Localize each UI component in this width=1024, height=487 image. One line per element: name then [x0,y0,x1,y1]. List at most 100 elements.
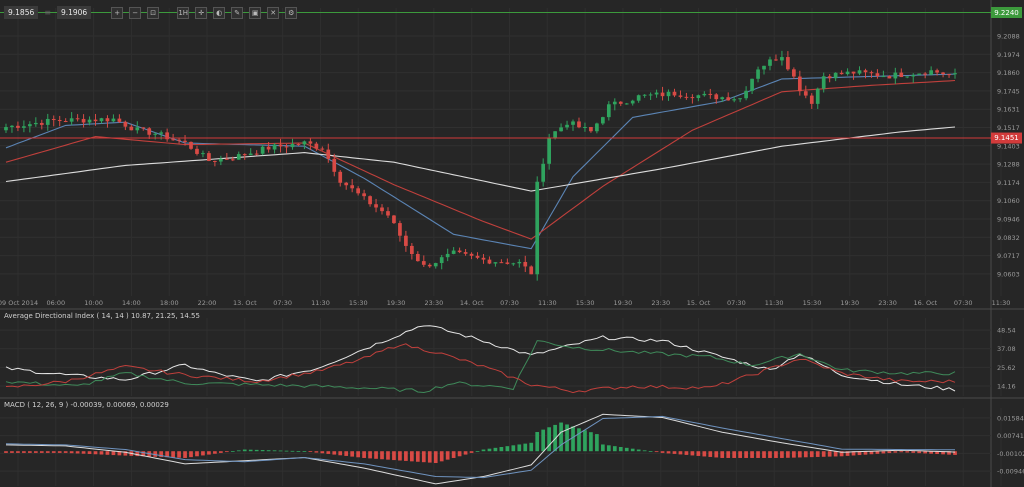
x-tick-label: 18:00 [160,299,179,307]
macd-histogram-bar [159,451,164,458]
candle-body [547,137,551,164]
candle-body [457,250,462,253]
candle-body [654,92,659,95]
x-tick-label: 23:30 [651,299,670,307]
macd-histogram-bar [606,445,611,452]
candle-body [714,94,719,100]
candle-body [266,146,271,150]
macd-histogram-bar [833,451,838,457]
candle-body [797,76,802,92]
candle-body [421,261,426,265]
macd-histogram-bar [427,451,432,463]
delete-icon[interactable]: ✕ [267,6,280,19]
candle-body [165,132,169,140]
candle-body [869,72,874,74]
x-tick-label: 15:30 [803,299,822,307]
zoom-out-icon[interactable]: − [129,6,142,19]
macd-histogram-bar [421,451,426,463]
candle-body [433,263,438,267]
zoom-fit-icon[interactable]: ⊡ [147,6,160,19]
candle-body [302,141,307,145]
candle-body [762,65,766,70]
macd-histogram-bar [756,451,760,458]
macd-histogram-bar [708,451,713,457]
macd-histogram-bar [320,451,325,454]
candle-body [463,252,468,254]
macd-histogram-bar [595,434,599,452]
macd-histogram-bar [28,451,32,453]
x-tick-label: 11:30 [538,299,557,307]
candle-body [571,121,575,125]
macd-histogram-bar [117,451,122,456]
candle-body [189,141,193,149]
candle-body [618,101,623,104]
screenshot-icon[interactable]: ▣ [249,6,262,19]
candle-body [809,95,814,104]
candle-body [821,76,826,89]
magnet-icon[interactable]: ◐ [213,6,226,19]
candle-body [368,196,372,205]
crosshair-icon[interactable]: ✛ [195,6,208,19]
candle-body [415,253,420,262]
candle-body [356,188,360,194]
candle-body [398,223,402,236]
candle-body [111,118,116,122]
y-tick-label: 9.0946 [997,216,1020,224]
macd-tick-label: -0.00102 [997,450,1024,458]
macd-histogram-bar [16,451,20,453]
macd-histogram-bar [917,451,922,454]
candle-body [350,185,355,189]
macd-histogram-bar [881,451,886,454]
candle-body [606,104,611,118]
macd-histogram-bar [332,451,337,455]
macd-histogram-bar [702,451,707,457]
candle-body [905,76,910,78]
candle-body [732,99,737,101]
macd-histogram-bar [690,451,695,456]
macd-histogram-bar [51,451,56,453]
candle-body [195,148,199,154]
macd-histogram-bar [195,451,199,457]
macd-histogram-bar [726,451,731,458]
macd-histogram-bar [738,451,742,458]
macd-lines [5,413,956,485]
macd-histogram-bar [308,451,313,453]
macd-histogram-bar [296,451,301,452]
macd-histogram-bar [75,451,80,454]
chart-axes: 9.2088 9.1974 9.1860 9.1745 9.1631 9.1517 9.14… [0,33,1024,476]
candle-body [595,123,599,132]
adx-lines [5,325,956,394]
macd-histogram-bar [750,451,754,458]
macd-histogram-bar [260,450,265,452]
x-tick-label: 15:30 [576,299,595,307]
candle-body [559,127,563,132]
macd-histogram-bar [314,451,319,453]
macd-histogram-bar [774,451,778,458]
candle-body [690,97,695,99]
y-tick-label: 9.1288 [997,161,1020,169]
candle-body [320,148,325,150]
draw-icon[interactable]: ✎ [231,6,244,19]
candle-body [308,141,313,144]
macd-histogram-bar [797,451,802,458]
candle-body [833,72,838,79]
candle-body [105,118,110,122]
macd-histogram-bar [953,451,957,455]
candle-body [577,121,581,128]
candle-body [744,90,748,99]
candle-body [583,127,587,129]
period-icon[interactable]: 1H [177,6,190,19]
macd-histogram-bar [105,451,110,455]
candle-body [541,163,546,182]
candle-body [28,124,32,127]
macd-histogram-bar [135,451,140,457]
candle-body [768,59,772,66]
candle-body [935,70,939,73]
candle-body [696,95,701,99]
settings-icon[interactable]: ⚙ [285,6,298,19]
moving-averages [5,73,956,250]
zoom-in-icon[interactable]: + [111,6,124,19]
candle-body [678,95,683,97]
macd-histogram-bar [642,450,647,452]
